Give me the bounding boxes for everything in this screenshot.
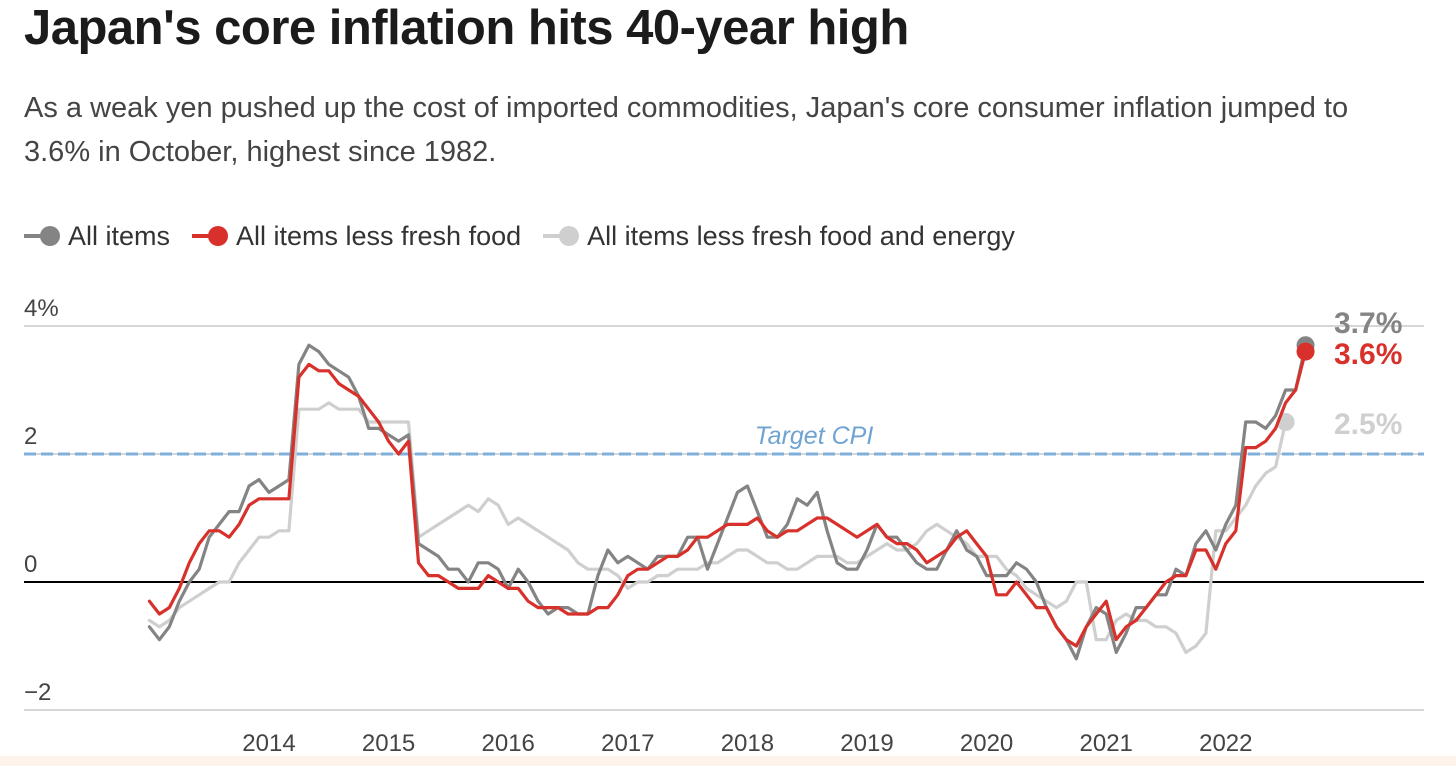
target-cpi-label: Target CPI [755, 422, 874, 450]
end-label-all_items: 3.7% [1334, 307, 1402, 340]
legend-swatch-less-fresh-food-energy [543, 226, 580, 246]
x-tick-label-2018: 2018 [721, 730, 774, 757]
x-tick-label-2014: 2014 [242, 730, 295, 757]
footer-strip [0, 756, 1456, 766]
legend-swatch-less-fresh-food [192, 226, 229, 246]
y-tick-label-3: −2 [24, 679, 51, 706]
chart-title: Japan's core inflation hits 40-year high [24, 1, 909, 55]
legend-item-less-fresh-food-energy: All items less fresh food and energy [543, 221, 1015, 252]
x-tick-label-2017: 2017 [601, 730, 654, 757]
series-line-less_fresh_food_energy [147, 401, 1288, 655]
x-tick-label-2022: 2022 [1199, 730, 1252, 757]
legend-label-less-fresh-food-energy: All items less fresh food and energy [587, 220, 1015, 251]
series-line-less_fresh_food [147, 350, 1308, 648]
end-point-less_fresh_food [1296, 342, 1315, 361]
x-tick-label-2016: 2016 [482, 730, 535, 757]
legend-label-less-fresh-food: All items less fresh food [236, 220, 522, 251]
series-line-all_items [147, 343, 1308, 661]
legend-swatch-all-items [24, 226, 60, 246]
x-tick-label-2015: 2015 [362, 730, 415, 757]
chart-subtitle: As a weak yen pushed up the cost of impo… [24, 92, 1349, 168]
y-tick-label-1: 2 [24, 423, 37, 450]
end-label-less_fresh_food: 3.6% [1334, 338, 1402, 371]
legend-item-all-items: All items [24, 221, 170, 252]
legend: All items All items less fresh food All … [24, 218, 1015, 254]
x-tick-label-2021: 2021 [1080, 730, 1133, 757]
y-tick-label-2: 0 [24, 551, 37, 578]
legend-item-less-fresh-food: All items less fresh food [192, 221, 521, 252]
y-tick-label-0: 4% [24, 295, 59, 322]
x-tick-label-2020: 2020 [960, 730, 1013, 757]
x-tick-label-2019: 2019 [840, 730, 893, 757]
legend-label-all-items: All items [68, 220, 171, 251]
end-label-less_fresh_food_energy: 2.5% [1334, 408, 1402, 441]
